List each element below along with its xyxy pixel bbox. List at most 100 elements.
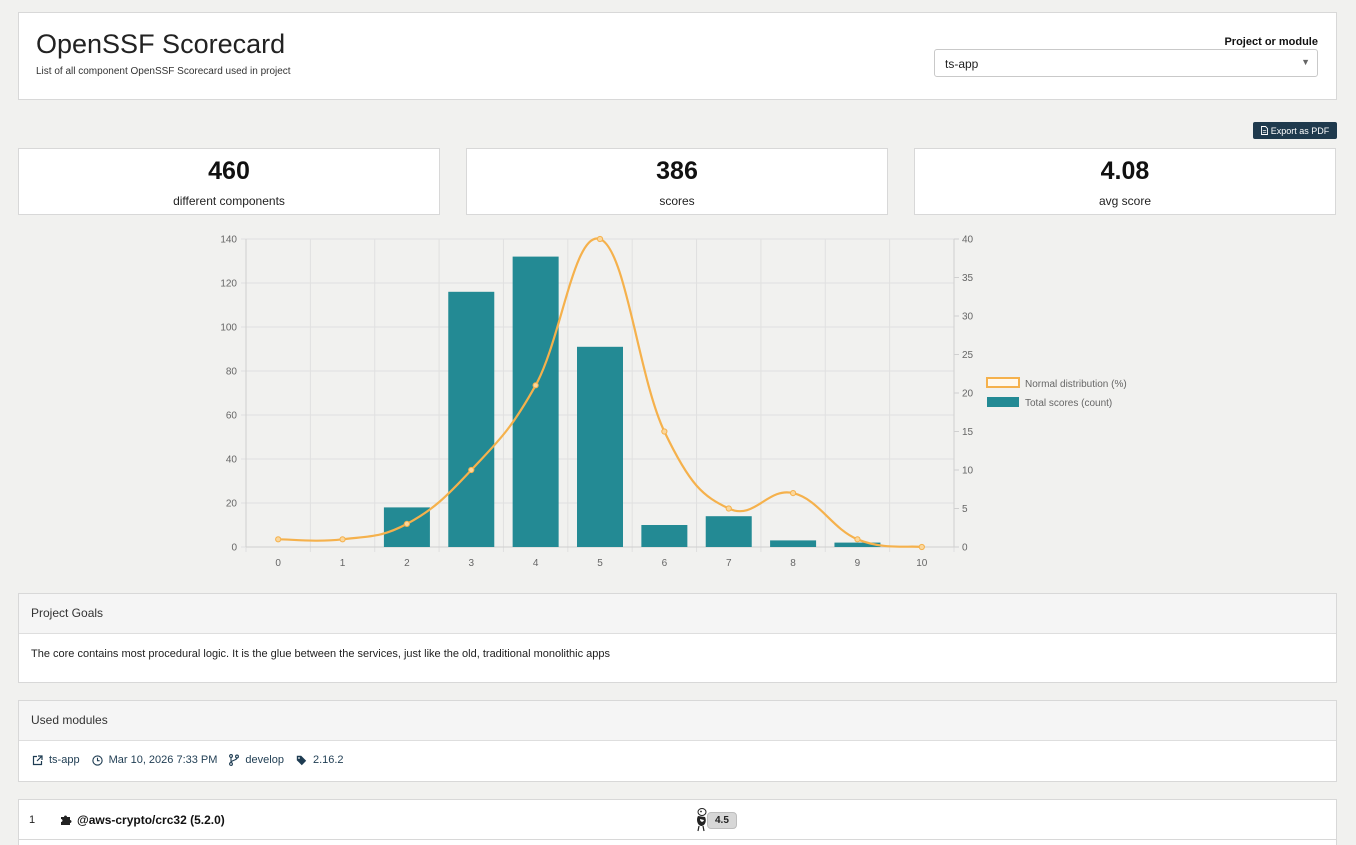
project-goals-heading: Project Goals	[31, 606, 104, 620]
y-right-tick-label: 20	[962, 389, 974, 400]
y-left-tick-label: 100	[220, 323, 237, 334]
component-divider	[18, 839, 1337, 840]
stat-value: 460	[208, 157, 250, 185]
x-tick-label: 0	[275, 558, 281, 569]
y-left-tick-label: 0	[231, 543, 237, 554]
legend-label: Normal distribution (%)	[1025, 379, 1127, 390]
stat-card-scores: 386 scores	[466, 148, 888, 215]
bar	[512, 256, 559, 547]
branch-icon	[229, 754, 240, 766]
legend-label: Total scores (count)	[1025, 398, 1112, 409]
y-right-tick-label: 35	[962, 273, 974, 284]
x-tick-label: 7	[726, 558, 732, 569]
x-tick-label: 5	[597, 558, 603, 569]
header-panel: OpenSSF Scorecard List of all component …	[18, 12, 1337, 100]
bar	[641, 525, 688, 547]
x-tick-label: 8	[790, 558, 796, 569]
used-modules-header: Used modules	[19, 701, 1336, 741]
module-link[interactable]: ts-app	[32, 754, 80, 766]
module-row: ts-app Mar 10, 2026 7:33 PM develop 2.	[32, 754, 356, 766]
y-right-tick-label: 15	[962, 427, 974, 438]
project-select-value: ts-app	[945, 57, 979, 71]
bar	[705, 516, 752, 547]
stat-label: scores	[659, 194, 695, 208]
stat-value: 386	[656, 157, 698, 185]
project-select[interactable]: ts-app ▼	[934, 49, 1318, 77]
component-name: @aws-crypto/crc32 (5.2.0)	[60, 813, 225, 827]
module-date-text: Mar 10, 2026 7:33 PM	[108, 754, 218, 766]
export-pdf-button[interactable]: Export as PDF	[1253, 122, 1337, 139]
module-version: 2.16.2	[296, 754, 344, 766]
module-version-text: 2.16.2	[312, 754, 344, 766]
x-tick-label: 4	[533, 558, 539, 569]
external-link-icon	[32, 754, 43, 765]
score-badge: 4.5	[707, 811, 737, 829]
bar	[770, 540, 817, 547]
bar	[834, 542, 881, 547]
y-right-tick-label: 40	[962, 235, 974, 246]
document-icon	[1260, 126, 1268, 135]
project-goals-header: Project Goals	[19, 594, 1336, 634]
line-point	[854, 536, 861, 543]
legend-swatch-line	[986, 377, 1020, 388]
line-point	[918, 543, 925, 551]
bar	[577, 346, 623, 547]
stat-label: avg score	[1098, 194, 1152, 208]
line-point	[596, 235, 604, 243]
component-name-text: @aws-crypto/crc32 (5.2.0)	[77, 813, 225, 827]
line-point	[468, 466, 475, 474]
y-left-tick-label: 140	[220, 235, 237, 246]
tag-icon	[296, 755, 307, 765]
y-left-tick-label: 80	[226, 367, 238, 378]
x-tick-label: 10	[916, 558, 928, 569]
y-right-tick-label: 5	[962, 504, 968, 515]
chart-svg: 0 20 40 60 80 100 120 140 0 5 10 15 20 25 30 35 40 0 1 2 3 4 5…	[220, 235, 1127, 570]
export-pdf-label: Export as PDF	[1270, 125, 1330, 136]
x-tick-label: 9	[855, 558, 861, 569]
component-score: 4.5	[694, 807, 737, 833]
y-left-tick-label: 60	[226, 411, 238, 422]
project-goals-panel: Project Goals The core contains most pro…	[18, 593, 1337, 683]
module-date: Mar 10, 2026 7:33 PM	[91, 754, 218, 766]
module-name: ts-app	[49, 754, 80, 766]
bar	[448, 291, 495, 547]
component-row[interactable]: 1 @aws-crypto/crc32 (5.2.0) 4.5	[18, 799, 1337, 845]
y-left-tick-label: 120	[220, 279, 237, 290]
x-tick-label: 3	[468, 558, 474, 569]
y-left-tick-label: 40	[226, 455, 238, 466]
legend-swatch-bar	[987, 397, 1019, 407]
x-tick-label: 2	[404, 558, 410, 569]
line-point	[661, 428, 668, 435]
line-point	[275, 536, 282, 543]
stat-card-avg-score: 4.08 avg score	[914, 148, 1336, 215]
page-title: OpenSSF Scorecard	[36, 29, 286, 59]
stat-value: 4.08	[1100, 157, 1150, 185]
clock-icon	[91, 754, 103, 766]
used-modules-heading: Used modules	[31, 713, 108, 727]
stat-label: different components	[173, 194, 285, 208]
y-right-tick-label: 10	[962, 466, 974, 477]
line-point	[725, 505, 732, 512]
line-point	[339, 536, 346, 543]
module-branch-text: develop	[245, 754, 284, 766]
line-point	[403, 520, 411, 527]
y-right-tick-label: 0	[962, 543, 968, 554]
line-point	[532, 382, 539, 389]
page-subtitle: List of all component OpenSSF Scorecard …	[36, 66, 291, 77]
component-index: 1	[29, 814, 36, 826]
puzzle-icon	[61, 815, 72, 825]
x-tick-label: 1	[340, 558, 346, 569]
project-select-label: Project or module	[1224, 36, 1318, 48]
y-left-tick-label: 20	[226, 499, 238, 510]
line-point	[789, 490, 797, 497]
score-distribution-chart: 0 20 40 60 80 100 120 140 0 5 10 15 20 25 30 35 40 0 1 2 3 4 5…	[200, 228, 1160, 578]
y-right-tick-label: 30	[962, 312, 974, 323]
stat-card-components: 460 different components	[18, 148, 440, 215]
used-modules-panel: Used modules ts-app Mar 10, 2026 7:33 PM	[18, 700, 1337, 782]
y-right-tick-label: 25	[962, 350, 974, 361]
project-goals-text: The core contains most procedural logic.…	[31, 648, 611, 660]
x-tick-label: 6	[662, 558, 668, 569]
module-branch: develop	[229, 754, 284, 766]
chevron-down-icon: ▼	[1301, 57, 1310, 67]
scorecard-mascot-icon	[697, 808, 707, 832]
